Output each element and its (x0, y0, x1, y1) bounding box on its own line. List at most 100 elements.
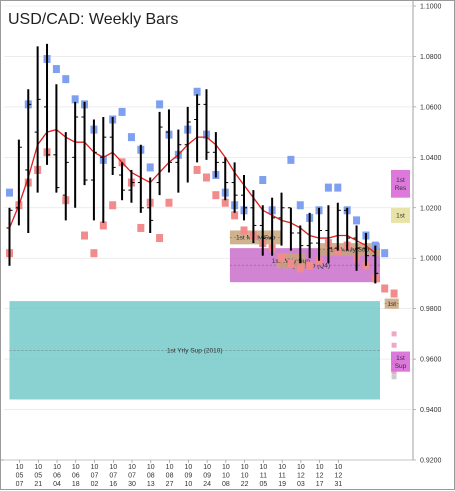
x-tick-label: 09 (203, 473, 211, 480)
blue-marker (334, 183, 342, 192)
red-marker (99, 221, 107, 230)
x-tick-label: 08 (147, 473, 155, 480)
zone-box (384, 298, 399, 309)
ohlc-bar (269, 197, 276, 256)
ohlc-bar (231, 162, 238, 213)
x-tick-label: 10 (16, 464, 24, 471)
moving-average-line (8, 128, 376, 254)
x-tick-label: 27 (166, 481, 174, 488)
x-tick-label: 21 (34, 481, 42, 488)
x-tick-label: 17 (316, 481, 324, 488)
ohlc-bar (184, 106, 191, 183)
blue-marker (52, 65, 60, 74)
ohlc-bar (109, 116, 116, 175)
ohlc-bar (53, 84, 60, 193)
x-tick-label: 12 (335, 473, 343, 480)
small-marker (391, 369, 397, 375)
ohlc-bar (128, 169, 135, 203)
side-box-label: Sup (395, 363, 407, 370)
red-marker (231, 211, 239, 220)
zone-label: 1st Yrly Sup (2010) (167, 348, 223, 355)
x-tick-label: 05 (259, 481, 267, 488)
zone-label: 1st Mntly Sup (330, 247, 370, 254)
x-tick-label: 24 (203, 481, 211, 488)
x-tick-label: 09 (184, 473, 192, 480)
side-box-rect (391, 207, 410, 223)
side-box-label: 1st (396, 355, 405, 362)
ohlc-bar (287, 207, 294, 251)
ohlc-bar (334, 202, 341, 251)
x-tick-label: 04 (53, 481, 61, 488)
ohlc-bar (362, 233, 369, 266)
x-tick-label: 08 (222, 481, 230, 488)
side-box-label: 1st (396, 213, 405, 220)
small-marker (391, 342, 397, 348)
ohlc-bar (306, 212, 313, 259)
red-marker (202, 173, 210, 182)
x-tick-label: 10 (222, 473, 230, 480)
ohlc-bar (165, 109, 172, 173)
x-tick-label: 10 (278, 464, 286, 471)
ohlc-bar (34, 46, 41, 193)
y-tick-label: 0.9600 (420, 357, 442, 364)
x-tick-label: 10 (316, 464, 324, 471)
ohlc-bar (344, 207, 351, 251)
x-tick-label: 05 (34, 473, 42, 480)
side-box-label: Res (395, 185, 407, 192)
x-tick-label: 10 (241, 464, 249, 471)
ohlc-bar (278, 192, 285, 246)
side-box-label: 1st (396, 177, 405, 184)
ohlc-bar (175, 129, 182, 193)
ohlc-bar (222, 157, 229, 201)
ohlc-bar (72, 101, 79, 208)
blue-marker (6, 188, 13, 197)
y-tick-label: 1.0600 (420, 104, 442, 111)
x-tick-label: 10 (128, 464, 136, 471)
red-marker (109, 201, 117, 210)
chart-title: USD/CAD: Weekly Bars (8, 11, 178, 28)
red-marker (137, 223, 145, 232)
red-marker (156, 234, 164, 243)
x-tick-label: 10 (259, 464, 267, 471)
ohlc-bar (372, 245, 379, 284)
x-tick-label: 31 (335, 481, 343, 488)
x-tick-label: 11 (278, 473, 285, 480)
x-tick-label: 08 (166, 473, 174, 480)
red-marker (81, 231, 89, 240)
blue-marker (62, 75, 70, 84)
x-tick-labels: 1005071005211006041006181007021007161007… (16, 460, 343, 488)
ohlc-bar (90, 119, 97, 221)
ohlc-bar (6, 207, 13, 266)
x-tick-label: 10 (297, 464, 305, 471)
ohlc-bar (100, 116, 107, 223)
side-box-rect (391, 351, 410, 372)
blue-marker (324, 183, 332, 192)
x-tick-label: 10 (335, 464, 343, 471)
x-tick-label: 19 (278, 481, 286, 488)
y-tick-label: 1.0000 (420, 256, 442, 263)
y-tick-label: 0.9800 (420, 306, 442, 313)
blue-marker (353, 216, 361, 225)
x-tick-label: 12 (316, 473, 324, 480)
red-marker (90, 249, 98, 258)
ohlc-bar (62, 132, 69, 221)
ohlc-bar (212, 132, 219, 178)
x-tick-label: 10 (222, 464, 230, 471)
ohlc-bar (259, 205, 266, 256)
ohlc-bar (156, 111, 163, 196)
red-marker (212, 191, 220, 200)
x-tick-label: 10 (34, 464, 42, 471)
ohlc-bar (203, 89, 210, 160)
red-marker (306, 261, 314, 270)
x-tick-label: 18 (72, 481, 80, 488)
blue-marker (381, 249, 389, 258)
blue-marker (146, 163, 154, 172)
ohlc-bar (297, 225, 304, 264)
side-box-rect (391, 169, 410, 198)
x-tick-label: 10 (53, 464, 61, 471)
x-tick-label: 16 (109, 481, 117, 488)
